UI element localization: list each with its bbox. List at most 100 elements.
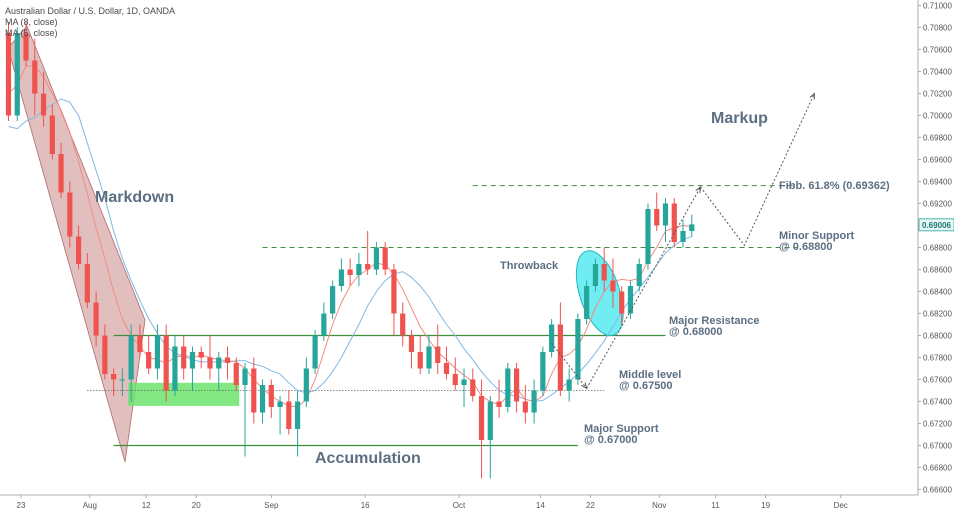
candle-body (338, 269, 344, 286)
minor-support-title: Minor Support (779, 230, 854, 242)
candle-body (224, 357, 231, 363)
candle-body (137, 335, 143, 352)
y-tick-label: 0.68600 (923, 266, 952, 275)
candle-body (14, 33, 20, 116)
y-tick-label: 0.67800 (923, 354, 952, 363)
candle-body (93, 302, 99, 336)
candle-body (470, 379, 476, 396)
middle-level-value: @ 0.67500 (619, 380, 673, 392)
y-tick-label: 0.67000 (923, 442, 952, 451)
x-tick-label: 19 (761, 501, 770, 510)
candle-body (689, 224, 695, 231)
candle-body (330, 286, 336, 314)
candle-body (189, 352, 196, 369)
candle-body (610, 280, 616, 292)
markup-arrow (700, 93, 815, 247)
candle-body (513, 368, 520, 402)
candle-body (601, 264, 607, 281)
middle-level-title: Middle level (619, 369, 681, 381)
candle-body (461, 379, 467, 385)
ma-fast-legend: MA (8, close) (5, 17, 58, 27)
x-tick-label: 20 (192, 501, 201, 510)
candle-body (277, 401, 283, 407)
candle-body (522, 401, 528, 413)
current-price-label: 0.69006 (922, 221, 951, 230)
candle-body (592, 264, 599, 286)
candle-body (356, 264, 362, 275)
y-tick-label: 0.67200 (923, 420, 952, 429)
candle-body (172, 346, 178, 391)
candle-body (216, 357, 222, 369)
x-tick-label: Oct (453, 501, 466, 510)
current-price-badge (918, 218, 954, 232)
candle-body (382, 247, 388, 270)
candle-body (391, 269, 397, 314)
candle-body (146, 352, 152, 369)
markup-arrow-head (809, 92, 815, 100)
y-tick-label: 0.67600 (923, 376, 952, 385)
annotation-labels-layer: Markdown Accumulation Markup Throwback Fibb.… (95, 110, 890, 467)
candle-body (163, 335, 169, 391)
candle-body (67, 192, 73, 237)
candle-body (505, 368, 511, 407)
y-tick-label: 0.68800 (923, 244, 952, 253)
candles-layer (5, 22, 695, 479)
major-resistance-title: Major Resistance (669, 315, 759, 327)
major-resistance-value: @ 0.68000 (669, 326, 723, 338)
x-tick-label: 14 (536, 501, 545, 510)
candle-body (619, 291, 625, 314)
candle-body (435, 346, 441, 363)
y-tick-label: 0.69600 (923, 156, 952, 165)
y-tick-label: 0.69800 (923, 134, 952, 143)
candle-body (154, 335, 161, 369)
candle-body (452, 374, 458, 385)
y-tick-label: 0.69200 (923, 200, 952, 209)
candle-body (584, 286, 590, 319)
major-support-title: Major Support (584, 423, 659, 435)
candle-body (347, 269, 353, 275)
candle-body (268, 385, 274, 407)
x-tick-label: 16 (361, 501, 370, 510)
candle-body (645, 209, 651, 264)
arrows-layer (551, 92, 815, 390)
candle-body (321, 313, 327, 336)
x-tick-label: 23 (17, 501, 26, 510)
candle-body (373, 247, 380, 270)
candle-body (627, 286, 634, 314)
candle-body (5, 33, 12, 116)
candle-body (312, 335, 318, 369)
y-tick-label: 0.70000 (923, 112, 952, 121)
candle-body (111, 374, 117, 380)
y-tick-label: 0.70400 (923, 68, 952, 77)
candle-body (636, 264, 642, 286)
candle-body (531, 390, 537, 413)
candle-body (680, 231, 686, 242)
candle-body (408, 335, 415, 352)
candle-body (49, 115, 55, 154)
x-tick-label: Aug (83, 501, 97, 510)
candle-body (84, 264, 90, 303)
candle-body (181, 346, 187, 369)
y-tick-label: 0.68200 (923, 310, 952, 319)
candle-body (487, 401, 493, 440)
major-support-value: @ 0.67000 (584, 434, 638, 446)
y-tick-label: 0.70200 (923, 90, 952, 99)
rally-arrow (586, 186, 701, 389)
candle-body (365, 264, 371, 270)
y-tick-label: 0.67400 (923, 398, 952, 407)
y-tick-label: 0.70800 (923, 24, 952, 33)
candle-body (549, 324, 555, 352)
retest-arrow (551, 342, 588, 389)
candle-body (119, 379, 125, 381)
y-tick-label: 0.66600 (923, 486, 952, 495)
candle-body (557, 324, 563, 391)
candle-body (23, 33, 29, 61)
y-tick-label: 0.66800 (923, 464, 952, 473)
accumulation-box-layer (128, 382, 240, 406)
candle-body (40, 93, 47, 116)
level-lines-layer (87, 185, 797, 447)
candle-body (662, 203, 669, 226)
candle-body (102, 335, 108, 374)
